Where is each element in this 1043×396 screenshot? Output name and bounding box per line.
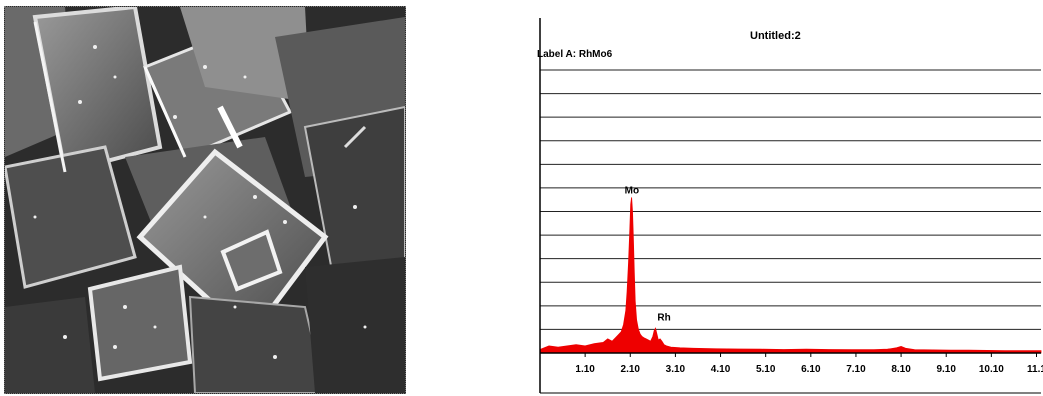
x-tick-label: 3.10	[666, 364, 686, 375]
x-tick-label: 1.10	[575, 364, 595, 375]
peak-label: Mo	[625, 185, 639, 196]
x-tick-label: 11.1	[1027, 364, 1043, 375]
chart-title: Untitled:2	[750, 30, 801, 42]
x-tick-label: 10.10	[979, 364, 1004, 375]
chart-axes	[539, 18, 1041, 394]
x-tick-label: 8.10	[891, 364, 911, 375]
sem-micrograph	[4, 6, 406, 394]
x-tick-label: 7.10	[846, 364, 866, 375]
x-tick-label: 2.10	[621, 364, 641, 375]
x-tick-label: 5.10	[756, 364, 776, 375]
sem-micrograph-image	[5, 7, 405, 393]
spectrum-area	[539, 197, 1042, 354]
x-tick-labels: 1.10 2.10 3.10 4.10 5.10 6.10 7.10 8.10 9.10 10.1…	[575, 353, 1043, 375]
chart-label-text: Label A: RhMo6	[537, 49, 613, 60]
peak-label: Rh	[657, 313, 670, 324]
eds-spectrum-chart: Untitled:2 Label A: RhMo6 1.10 2.10 3.10 4.…	[536, 12, 1043, 396]
eds-spectrum-svg: Untitled:2 Label A: RhMo6 1.10 2.10 3.10 4.…	[536, 12, 1043, 396]
x-tick-label: 6.10	[801, 364, 821, 375]
x-tick-label: 4.10	[711, 364, 731, 375]
x-tick-label: 9.10	[936, 364, 956, 375]
peak-annotations: Mo Rh	[625, 185, 671, 323]
spectrum-series-0	[539, 197, 1042, 354]
grid-lines	[540, 69, 1041, 330]
